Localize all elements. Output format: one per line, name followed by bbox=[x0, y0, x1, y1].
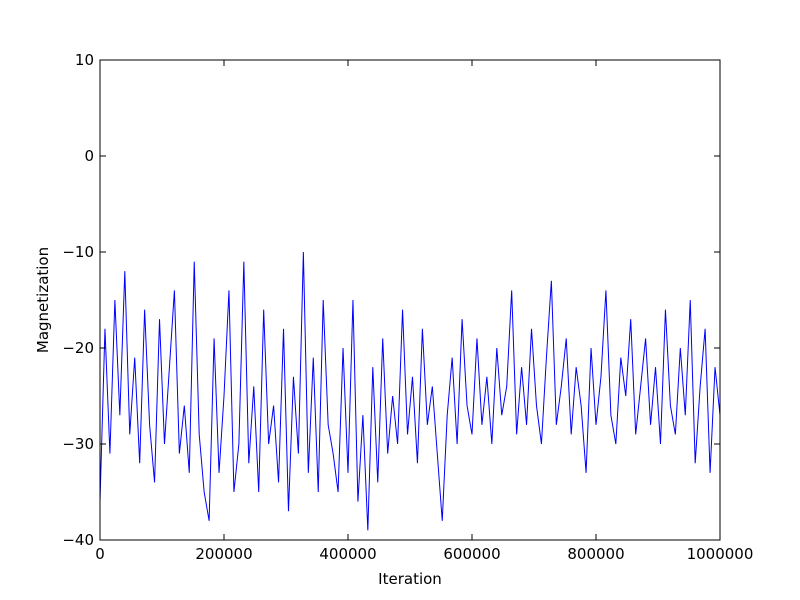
data-line bbox=[99, 251, 721, 531]
x-tick-label: 600000 bbox=[443, 545, 500, 563]
y-axis-label: Magnetization bbox=[34, 247, 52, 353]
y-tick-label: 0 bbox=[84, 147, 94, 165]
y-tick-label: 10 bbox=[75, 51, 94, 69]
x-tick-label: 800000 bbox=[567, 545, 624, 563]
y-tick-label: −40 bbox=[62, 531, 94, 549]
x-tick-label: 200000 bbox=[195, 545, 252, 563]
x-tick-label: 1000000 bbox=[687, 545, 754, 563]
y-tick-label: −10 bbox=[62, 243, 94, 261]
y-tick-label: −30 bbox=[62, 435, 94, 453]
plot-frame bbox=[99, 59, 721, 541]
x-axis-label: Iteration bbox=[378, 570, 442, 588]
x-tick-label: 400000 bbox=[319, 545, 376, 563]
y-tick-label: −20 bbox=[62, 339, 94, 357]
x-tick-label: 0 bbox=[95, 545, 105, 563]
